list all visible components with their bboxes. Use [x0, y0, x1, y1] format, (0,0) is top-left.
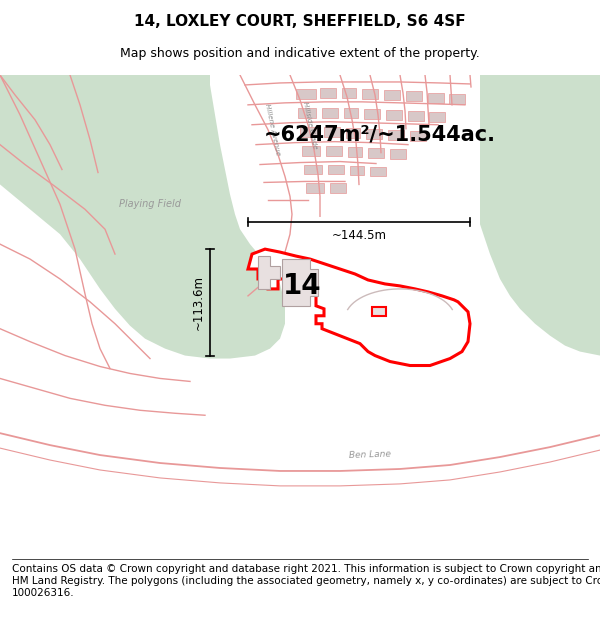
- Bar: [408, 111, 424, 121]
- Polygon shape: [480, 75, 600, 356]
- Bar: [324, 127, 340, 137]
- Text: Ben Lane: Ben Lane: [349, 450, 391, 460]
- Bar: [326, 146, 342, 156]
- Text: 14: 14: [283, 272, 322, 300]
- Bar: [322, 108, 338, 118]
- Bar: [348, 147, 362, 157]
- Bar: [330, 184, 346, 193]
- Bar: [386, 110, 402, 120]
- Bar: [320, 88, 336, 98]
- Text: Playing Field: Playing Field: [119, 199, 181, 209]
- Text: Contains OS data © Crown copyright and database right 2021. This information is : Contains OS data © Crown copyright and d…: [12, 564, 600, 598]
- Bar: [342, 88, 356, 98]
- Bar: [302, 146, 320, 156]
- Polygon shape: [258, 256, 280, 289]
- Text: 14, LOXLEY COURT, SHEFFIELD, S6 4SF: 14, LOXLEY COURT, SHEFFIELD, S6 4SF: [134, 14, 466, 29]
- Polygon shape: [282, 259, 318, 306]
- Bar: [388, 130, 404, 139]
- Bar: [346, 127, 360, 138]
- Bar: [368, 148, 384, 158]
- Text: Map shows position and indicative extent of the property.: Map shows position and indicative extent…: [120, 48, 480, 61]
- Bar: [372, 307, 386, 316]
- Bar: [328, 164, 344, 174]
- Bar: [300, 127, 318, 137]
- Bar: [298, 108, 316, 118]
- Bar: [306, 184, 324, 193]
- Bar: [410, 131, 426, 141]
- Bar: [370, 166, 386, 176]
- Text: ~6247m²/~1.544ac.: ~6247m²/~1.544ac.: [264, 125, 496, 145]
- Polygon shape: [248, 249, 470, 366]
- Bar: [304, 164, 322, 174]
- Bar: [449, 94, 465, 104]
- Text: ~113.6m: ~113.6m: [192, 275, 205, 330]
- Bar: [296, 89, 316, 99]
- Text: ~144.5m: ~144.5m: [331, 229, 386, 242]
- Text: Hillside Glade: Hillside Glade: [302, 101, 318, 149]
- Bar: [362, 89, 378, 99]
- Bar: [390, 149, 406, 159]
- Bar: [364, 109, 380, 119]
- Bar: [429, 112, 445, 122]
- Polygon shape: [0, 75, 285, 359]
- Bar: [406, 91, 422, 101]
- Polygon shape: [480, 75, 600, 169]
- Bar: [428, 93, 444, 103]
- Bar: [350, 166, 364, 176]
- Bar: [366, 129, 382, 139]
- Text: Hillene Avenue: Hillene Avenue: [263, 103, 280, 156]
- Bar: [344, 108, 358, 118]
- Bar: [384, 90, 400, 100]
